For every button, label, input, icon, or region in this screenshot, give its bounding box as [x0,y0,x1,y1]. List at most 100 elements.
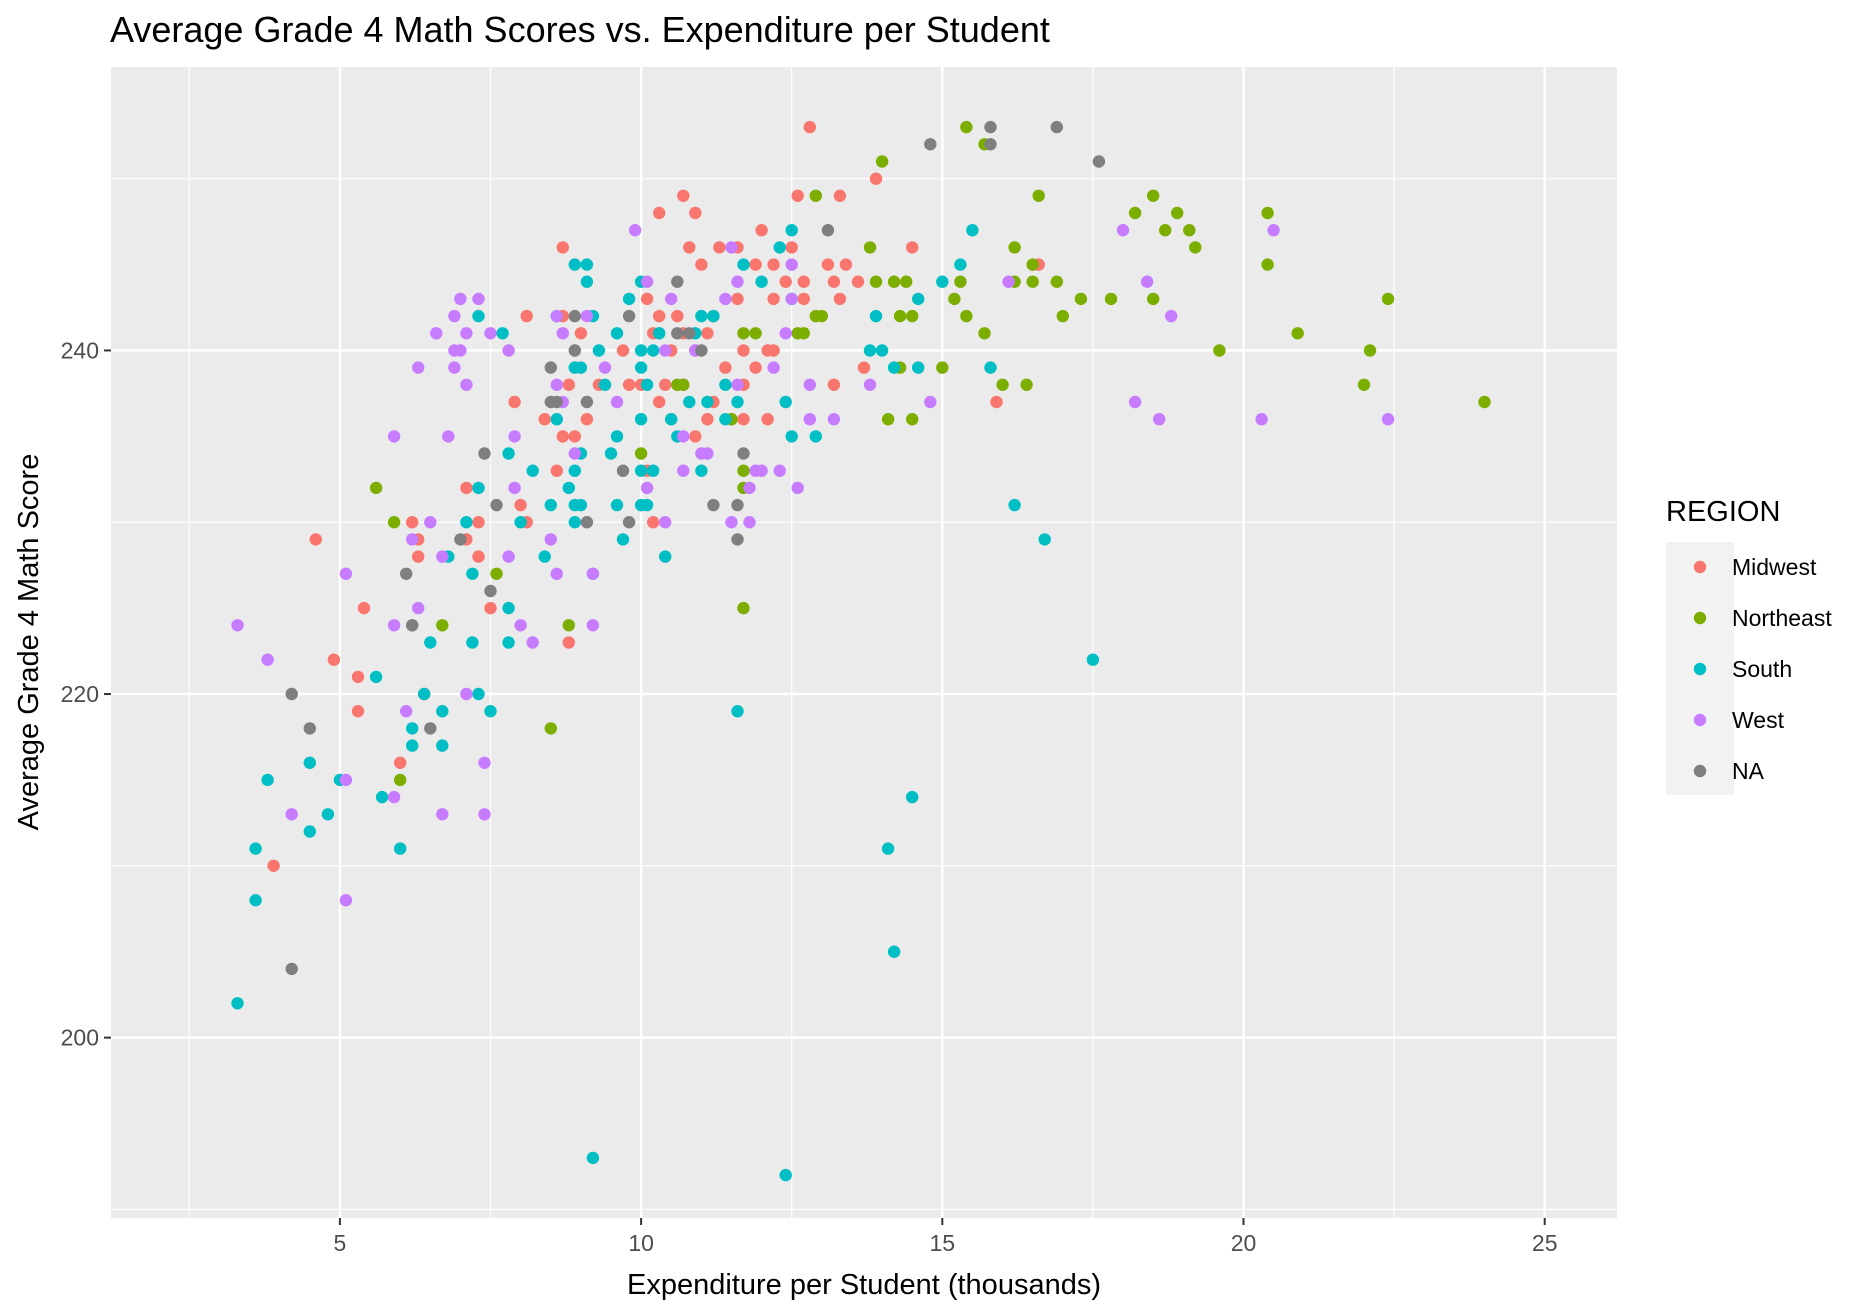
data-point [924,138,937,151]
data-point [1147,189,1160,202]
data-point [460,327,473,340]
data-point [1171,206,1184,220]
data-point [424,636,437,649]
data-point [936,275,949,288]
data-point [1128,395,1142,409]
data-points [231,120,1491,1182]
major-gridlines [111,67,1617,1218]
data-point [622,292,636,306]
data-point [622,378,636,391]
data-point [484,584,497,598]
data-point [659,516,672,529]
data-point [821,258,835,271]
data-point [1128,206,1142,220]
data-point [1381,413,1395,426]
data-point [1153,413,1166,426]
y-tick-label: 200 [61,1025,99,1051]
data-point [412,361,425,374]
data-point [574,361,588,374]
x-axis-ticks: 5 10 15 20 25 [334,1218,1558,1256]
data-point [671,327,684,340]
data-point [1165,309,1178,323]
data-point [1189,241,1202,254]
data-point [719,292,732,306]
data-point [1116,224,1130,237]
data-point [737,344,750,357]
data-point [875,344,889,357]
data-point [647,516,660,529]
data-point [755,275,768,288]
data-point [616,533,630,546]
x-axis-title: Expenditure per Student (thousands) [627,1269,1101,1301]
data-point [683,327,696,340]
data-point [701,327,714,340]
data-point [851,275,865,288]
data-point [707,309,720,323]
data-point [351,705,365,718]
data-point [731,292,744,306]
legend-key-na [1693,764,1707,778]
data-point [394,842,407,855]
data-point [460,481,473,495]
data-point [628,224,642,237]
data-point [568,430,581,443]
data-point [1008,241,1021,254]
data-point [701,413,714,426]
data-point [936,361,949,374]
data-point [1357,378,1371,391]
data-point [653,309,666,323]
data-point [779,275,792,288]
data-point [562,481,575,495]
chart-title: Average Grade 4 Math Scores vs. Expendit… [110,9,1050,50]
data-point [568,516,581,529]
data-point [875,155,889,168]
data-point [640,292,654,306]
data-point [460,516,473,529]
data-point [568,344,581,357]
data-point [490,567,503,580]
data-point [779,1168,792,1182]
data-point [948,292,961,306]
legend-label-midwest: Midwest [1732,554,1817,580]
data-point [430,327,443,340]
data-point [1092,155,1106,168]
data-point [640,498,654,512]
data-point [869,275,883,288]
data-point [900,275,913,288]
data-point [267,859,280,872]
data-point [653,206,666,220]
data-point [767,258,780,271]
data-point [683,241,696,254]
data-point [906,241,919,254]
data-point [574,327,588,340]
data-point [586,1151,600,1165]
data-point [647,464,660,477]
data-point [508,395,521,409]
data-point [387,430,401,443]
data-point [737,258,750,271]
data-point [472,292,485,306]
data-point [261,773,274,787]
data-point [1255,413,1268,426]
data-point [598,361,612,374]
data-point [827,413,841,426]
data-point [231,997,244,1010]
data-point [568,464,581,477]
data-point [490,498,503,512]
data-point [436,550,449,563]
data-point [249,842,262,855]
data-point [821,224,835,237]
data-point [580,395,594,409]
data-point [550,567,563,580]
data-point [695,309,708,323]
data-point [375,790,389,804]
data-point [436,808,449,821]
data-point [544,498,557,512]
data-point [369,481,383,495]
data-point [442,430,455,443]
data-point [327,653,341,666]
legend-label-northeast: Northeast [1732,605,1832,631]
data-point [550,413,563,426]
series-south [231,224,1100,1182]
data-point [767,361,780,374]
